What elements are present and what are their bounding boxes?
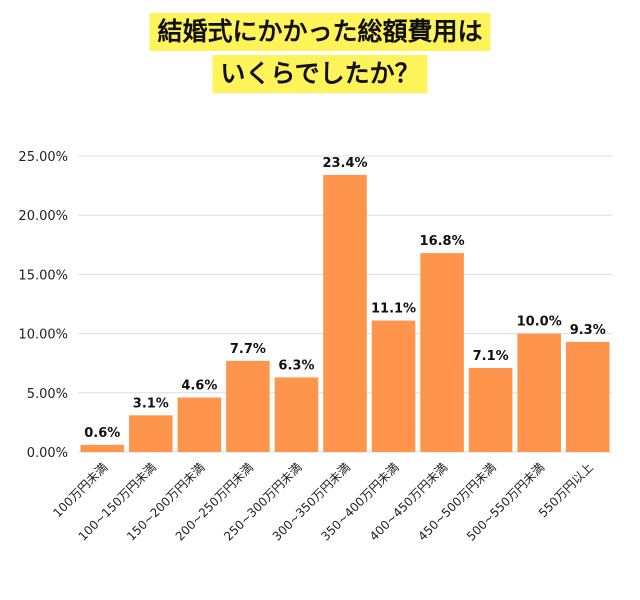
y-tick-label: 15.00% (18, 268, 68, 283)
data-label: 9.3% (570, 323, 606, 338)
bar (129, 415, 173, 452)
data-label: 3.1% (133, 396, 169, 411)
y-tick-label: 25.00% (18, 150, 68, 165)
y-tick-label: 5.00% (27, 387, 68, 402)
data-label: 10.0% (517, 315, 562, 330)
bar (80, 444, 125, 452)
bar (420, 253, 464, 452)
data-label: 7.7% (230, 342, 266, 357)
data-label: 6.3% (278, 358, 314, 373)
bar (323, 174, 367, 452)
y-tick-label: 0.00% (27, 446, 68, 461)
bar (177, 397, 222, 452)
bar (274, 377, 319, 452)
data-label: 0.6% (84, 426, 120, 441)
bar (517, 333, 561, 452)
data-label: 7.1% (473, 349, 509, 364)
y-tick-label: 10.00% (18, 328, 68, 343)
bar (371, 320, 416, 452)
bar (226, 360, 270, 452)
data-label: 23.4% (322, 156, 367, 171)
data-label: 16.8% (420, 234, 465, 249)
y-tick-label: 20.00% (18, 209, 68, 224)
bar (468, 367, 513, 452)
chart-title-line-2: いくらでしたか？ (212, 55, 428, 93)
data-label: 11.1% (371, 302, 416, 317)
bar (565, 341, 610, 452)
data-label: 4.6% (181, 379, 217, 394)
chart-title-line-1: 結婚式にかかった総額費用は (149, 13, 491, 51)
